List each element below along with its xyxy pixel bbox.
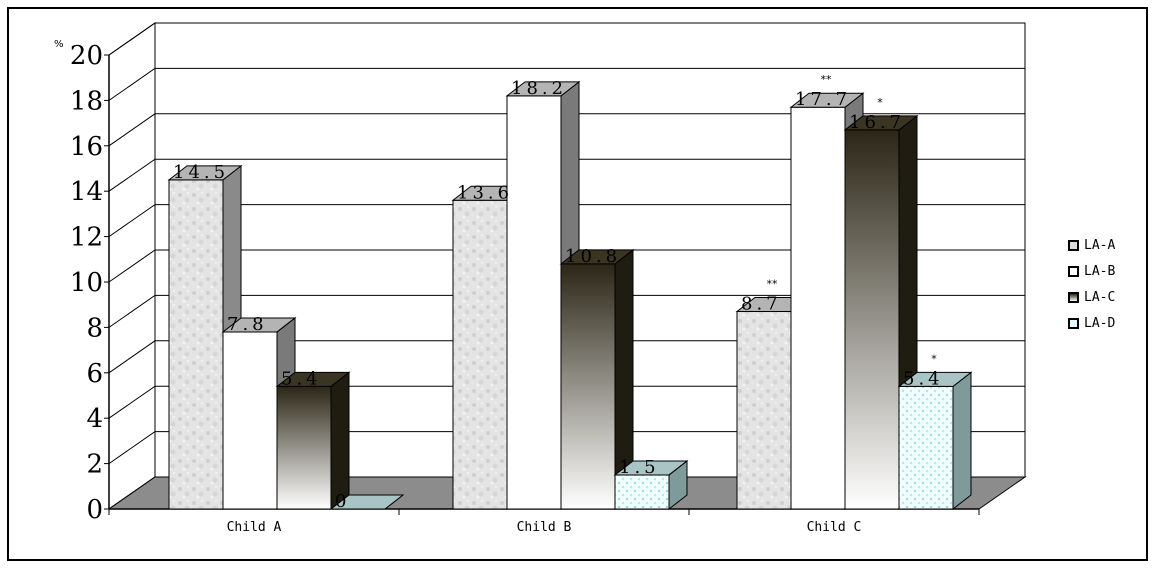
x-tick-label: Child A bbox=[227, 520, 282, 535]
legend: LA-A LA-B LA-C LA-D bbox=[1068, 232, 1155, 336]
bar-top bbox=[613, 460, 689, 476]
legend-item: LA-A bbox=[1068, 232, 1155, 258]
gridline bbox=[108, 294, 1025, 328]
y-tick-label: 4 bbox=[86, 404, 103, 434]
legend-swatch bbox=[1068, 291, 1079, 303]
gridline bbox=[108, 204, 1025, 238]
legend-label: LA-C bbox=[1084, 289, 1116, 305]
bar-top bbox=[329, 494, 405, 510]
x-tick-label: Child C bbox=[807, 520, 862, 535]
y-tick-label: 2 bbox=[86, 450, 103, 480]
bar-top bbox=[221, 317, 297, 333]
data-label: 18.2 bbox=[511, 78, 567, 99]
unit-label: % bbox=[54, 39, 64, 50]
gridlines bbox=[108, 22, 1025, 510]
bar-top bbox=[559, 249, 635, 265]
data-label: 14.5 bbox=[173, 162, 229, 183]
bar-side bbox=[330, 371, 350, 511]
y-tick-label: 12 bbox=[70, 223, 103, 253]
y-tick-label: 8 bbox=[86, 313, 103, 343]
gridline bbox=[108, 113, 1025, 147]
gridline bbox=[108, 67, 1025, 101]
data-label: 0 bbox=[335, 491, 350, 512]
bar-top bbox=[275, 371, 351, 387]
bar-front bbox=[790, 106, 846, 510]
bar-top bbox=[505, 81, 581, 97]
data-label: 1.5 bbox=[619, 457, 660, 478]
legend-swatch bbox=[1068, 265, 1079, 277]
y-tick-label: 18 bbox=[70, 86, 103, 116]
significance-mark: ** bbox=[767, 278, 779, 291]
y-tick-label: 14 bbox=[70, 177, 103, 207]
bar-front bbox=[452, 199, 508, 510]
y-tick-label: 10 bbox=[70, 268, 103, 298]
bar-front bbox=[614, 474, 670, 510]
data-label: 16.7 bbox=[849, 112, 905, 133]
bar-front bbox=[168, 179, 224, 510]
x-axis: Child A Child B Child C bbox=[108, 508, 980, 535]
y-tick-label: 0 bbox=[86, 495, 103, 525]
significance-mark: ** bbox=[821, 73, 833, 86]
data-label: 13.6 bbox=[457, 182, 513, 203]
legend-label: LA-D bbox=[1084, 315, 1116, 331]
legend-label: LA-B bbox=[1084, 263, 1116, 279]
legend-swatch bbox=[1068, 317, 1079, 329]
data-label: 8.7 bbox=[741, 294, 782, 315]
gridline bbox=[108, 249, 1025, 283]
data-label: 7.8 bbox=[227, 314, 268, 335]
gridline bbox=[108, 431, 1025, 465]
data-label: 10.8 bbox=[565, 246, 621, 267]
chart-frame: 0 2 4 6 8 10 12 14 16 18 20 Child A Child B Child C … bbox=[7, 7, 1148, 561]
y-tick-label: 16 bbox=[70, 132, 103, 162]
legend-label: LA-A bbox=[1084, 237, 1116, 253]
gridline bbox=[108, 22, 1025, 56]
bar-top bbox=[167, 165, 243, 181]
bar-side bbox=[952, 371, 972, 511]
y-tick-label: 20 bbox=[70, 41, 103, 71]
data-labels: 14.5 7.8 5.4 0 13.6 18.2 10.8 1.5 8.7 17.716.7 5.4… bbox=[173, 73, 944, 512]
significance-mark: * bbox=[877, 96, 883, 109]
data-label: 17.7 bbox=[795, 89, 851, 110]
y-tick-label: 6 bbox=[86, 359, 103, 389]
bar-front bbox=[222, 331, 278, 510]
bar-front bbox=[506, 95, 562, 510]
x-tick-label: Child B bbox=[517, 520, 572, 535]
significance-mark: * bbox=[931, 352, 937, 365]
bar-front bbox=[844, 129, 900, 510]
bar-front bbox=[560, 263, 616, 510]
legend-item: LA-C bbox=[1068, 284, 1155, 310]
bar-front bbox=[276, 385, 332, 510]
data-label: 5.4 bbox=[903, 368, 944, 389]
bar-front bbox=[736, 311, 792, 510]
gridline bbox=[108, 340, 1025, 374]
bar-front bbox=[898, 385, 954, 510]
gridline bbox=[108, 385, 1025, 419]
legend-item: LA-D bbox=[1068, 310, 1155, 336]
data-label: 5.4 bbox=[281, 368, 322, 389]
bars bbox=[167, 80, 973, 511]
bar-top bbox=[843, 115, 919, 131]
bar-top bbox=[897, 371, 973, 387]
legend-swatch bbox=[1068, 239, 1079, 251]
gridline bbox=[108, 158, 1025, 192]
bar-top bbox=[789, 92, 865, 108]
y-axis: 0 2 4 6 8 10 12 14 16 18 20 bbox=[70, 41, 110, 525]
legend-item: LA-B bbox=[1068, 258, 1155, 284]
